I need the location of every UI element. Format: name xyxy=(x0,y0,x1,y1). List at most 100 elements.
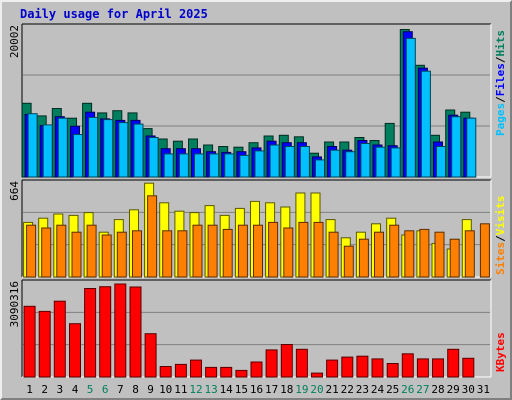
x-tick-day-14: 14 xyxy=(220,383,234,396)
x-tick-day-8: 8 xyxy=(132,383,139,396)
bar-pages-day-23 xyxy=(360,143,371,178)
bar-kbytes-day-23 xyxy=(356,355,369,378)
x-tick-day-20: 20 xyxy=(310,383,323,396)
bar-kbytes-day-12 xyxy=(190,359,202,378)
bar-pages-day-27 xyxy=(420,70,431,178)
bar-pages-day-4 xyxy=(73,134,83,178)
x-tick-day-18: 18 xyxy=(280,383,293,396)
y-max-label: 3090316 xyxy=(8,281,21,327)
bar-kbytes-day-22 xyxy=(341,356,354,378)
bar-sites-day-13 xyxy=(207,224,218,278)
bar-kbytes-day-28 xyxy=(432,358,444,378)
bar-pages-day-14 xyxy=(224,153,235,178)
bar-sites-day-29 xyxy=(449,238,460,278)
bar-pages-day-25 xyxy=(390,147,401,178)
side-legend-kbytes: KBytes xyxy=(494,332,507,372)
bar-kbytes-day-14 xyxy=(220,366,233,378)
bar-sites-day-28 xyxy=(434,231,445,278)
x-tick-day-10: 10 xyxy=(159,383,172,396)
x-tick-day-29: 29 xyxy=(447,383,460,396)
bar-sites-day-14 xyxy=(222,228,233,278)
side-legend-hits: Hits xyxy=(494,30,507,57)
bar-sites-day-22 xyxy=(343,245,354,278)
bar-pages-day-21 xyxy=(330,149,341,178)
bar-kbytes-day-25 xyxy=(386,363,399,378)
bar-kbytes-day-7 xyxy=(114,283,127,378)
bar-pages-day-19 xyxy=(299,146,310,178)
bar-sites-day-20 xyxy=(313,221,324,278)
x-tick-day-24: 24 xyxy=(371,383,385,396)
bar-pages-day-9 xyxy=(148,137,159,178)
bar-pages-day-11 xyxy=(178,153,189,178)
bar-kbytes-day-21 xyxy=(326,359,339,378)
x-tick-day-19: 19 xyxy=(295,383,308,396)
panel-sites: 664 Sites/Visits xyxy=(8,179,507,278)
x-tick-day-1: 1 xyxy=(26,383,33,396)
side-legend-kbytes: KBytes xyxy=(494,332,507,372)
x-tick-day-16: 16 xyxy=(250,383,263,396)
bar-pages-day-10 xyxy=(163,153,174,178)
x-tick-day-15: 15 xyxy=(235,383,248,396)
bar-sites-day-26 xyxy=(404,230,415,278)
y-max-label: 20002 xyxy=(8,25,21,58)
bar-kbytes-day-3 xyxy=(53,300,66,378)
bar-sites-day-7 xyxy=(116,231,127,278)
x-tick-day-28: 28 xyxy=(431,383,444,396)
bar-sites-day-2 xyxy=(41,227,52,278)
x-tick-day-31: 31 xyxy=(477,383,490,396)
bar-sites-day-19 xyxy=(298,221,309,278)
side-legend-hits: Pages/Files/Hits xyxy=(494,30,507,136)
panel-hits: 20002 Pages/Files/Hits xyxy=(8,23,507,178)
bar-sites-day-15 xyxy=(237,224,248,278)
bar-sites-day-3 xyxy=(56,224,67,278)
bar-sites-day-24 xyxy=(374,231,384,278)
bar-pages-day-17 xyxy=(269,144,280,178)
bar-kbytes-day-1 xyxy=(23,305,36,378)
bar-sites-day-23 xyxy=(358,238,369,278)
bar-sites-day-4 xyxy=(71,231,82,278)
bar-kbytes-day-8 xyxy=(129,286,142,378)
x-tick-day-4: 4 xyxy=(72,383,79,396)
side-legend-separator: / xyxy=(494,235,507,242)
bar-pages-day-13 xyxy=(209,153,220,178)
panel-kbytes: 3090316 KBytes xyxy=(8,279,507,378)
side-legend-files: Files xyxy=(494,63,507,96)
bar-sites-day-25 xyxy=(389,224,400,278)
bar-kbytes-day-4 xyxy=(69,323,81,378)
bar-kbytes-day-17 xyxy=(265,349,278,378)
x-tick-day-23: 23 xyxy=(356,383,369,396)
x-tick-day-12: 12 xyxy=(189,383,202,396)
bar-sites-day-9 xyxy=(147,195,158,278)
y-max-label: 664 xyxy=(8,181,21,201)
bar-kbytes-day-27 xyxy=(416,358,429,378)
bar-pages-day-7 xyxy=(118,122,129,178)
x-tick-day-11: 11 xyxy=(174,383,187,396)
x-tick-day-25: 25 xyxy=(386,383,399,396)
side-legend-pages: Pages xyxy=(494,103,507,136)
bar-pages-day-8 xyxy=(133,123,144,178)
bar-kbytes-day-18 xyxy=(280,344,293,378)
bar-sites-day-5 xyxy=(86,224,97,278)
side-legend-sites: Sites xyxy=(494,242,507,275)
bar-sites-day-6 xyxy=(101,234,112,278)
bar-sites-day-31 xyxy=(479,223,490,278)
x-tick-day-6: 6 xyxy=(102,383,109,396)
x-tick-day-2: 2 xyxy=(41,383,48,396)
bar-kbytes-day-15 xyxy=(235,369,248,378)
bar-sites-day-10 xyxy=(162,230,173,278)
bar-kbytes-day-10 xyxy=(159,366,172,378)
bar-pages-day-12 xyxy=(194,153,204,178)
bar-pages-day-29 xyxy=(451,116,462,178)
bar-sites-day-12 xyxy=(192,224,203,278)
bar-sites-day-11 xyxy=(177,230,188,278)
bar-kbytes-day-2 xyxy=(38,310,51,378)
bar-sites-day-30 xyxy=(464,230,475,278)
bar-kbytes-day-30 xyxy=(462,357,475,378)
bar-sites-day-17 xyxy=(268,221,279,278)
bar-kbytes-day-20 xyxy=(311,372,323,378)
bar-sites-day-18 xyxy=(283,227,294,278)
bar-pages-day-16 xyxy=(254,150,265,178)
side-legend-sites: Sites/Visits xyxy=(494,196,507,276)
x-tick-day-9: 9 xyxy=(147,383,154,396)
